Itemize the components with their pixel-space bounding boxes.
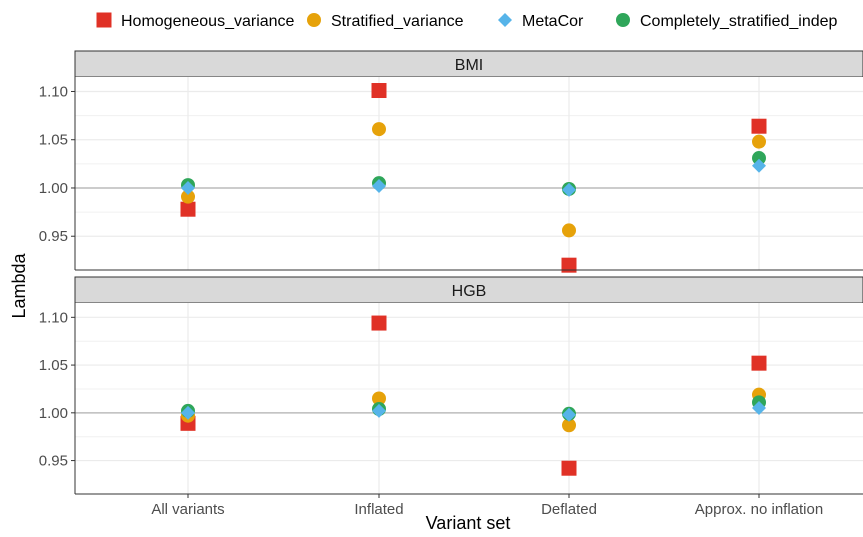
legend-key-1 [96,12,112,28]
point-homogeneous-variance-4 [751,118,767,134]
y-tick-label: 1.10 [39,83,68,100]
panel-title: BMI [455,57,483,74]
point-metacor-4 [752,158,766,173]
x-axis: All variants Inflated Deflated Approx. no i… [151,494,823,518]
legend-label-2: Stratified_variance [331,13,464,30]
panel-strip [74,50,863,78]
legend-key-4 [616,13,630,27]
point-metacor-4 [752,401,766,416]
point-metacor-2 [372,403,386,418]
x-axis-label: Variant set [426,513,511,533]
x-tick-label: Approx. no inflation [695,501,823,518]
panel-hgb: HGB 0.95 1.00 1.05 1.10 [39,276,863,495]
point-stratified-variance-2 [372,391,386,406]
y-tick-label: 1.05 [39,357,68,374]
point-metacor-1 [181,405,195,420]
point-metacor-3 [562,407,576,422]
y-tick-label: 1.00 [39,405,68,422]
point-homogeneous-variance-1 [180,201,196,217]
point-homogeneous-variance-2 [371,83,387,99]
x-tick-label: All variants [151,501,224,518]
legend-label-3: MetaCor [522,13,584,30]
point-stratified-variance-4 [752,134,766,149]
x-tick-label: Inflated [354,501,403,518]
y-tick-label: 1.00 [39,180,68,197]
panel-title: HGB [452,283,487,300]
point-metacor-1 [181,180,195,195]
legend-label-4: Completely_stratified_indep [640,13,838,30]
point-stratified-variance-2 [372,122,386,137]
point-homogeneous-variance-3 [561,257,577,273]
point-stratified-variance-1 [181,189,195,204]
point-homogeneous-variance-3 [561,460,577,476]
y-tick-label: 0.95 [39,453,68,470]
panel-strip [74,276,863,304]
panel-background [75,303,863,494]
legend-key-2 [307,13,321,27]
point-stratified-variance-3 [562,418,576,433]
point-metacor-2 [372,179,386,194]
y-tick-label: 1.05 [39,132,68,149]
y-tick-label: 1.10 [39,309,68,326]
point-homogeneous-variance-4 [751,355,767,371]
point-completely-stratified-indep-4 [752,151,766,166]
panel-bmi: BMI 0.95 1.00 1.05 1.10 [39,50,863,273]
point-metacor-3 [562,182,576,197]
legend-label-1: Homogeneous_variance [121,13,295,30]
y-tick-label: 0.95 [39,228,68,245]
legend-key-3 [498,13,512,27]
point-homogeneous-variance-2 [371,315,387,331]
panel-background [75,77,863,270]
point-stratified-variance-3 [562,223,576,238]
legend: Homogeneous_variance Stratified_variance M… [96,12,838,30]
panels: BMI 0.95 1.00 1.05 1.10 HGB 0.95 1.00 1.05 1.10 [39,50,863,495]
y-axis-label: Lambda [9,252,29,318]
x-tick-label: Deflated [541,501,597,518]
